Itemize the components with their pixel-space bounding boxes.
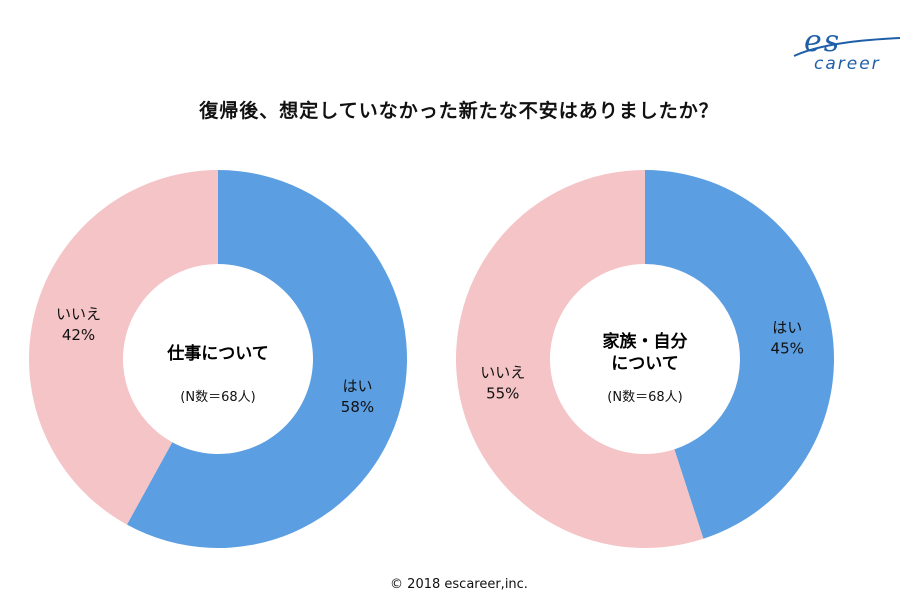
donut-slice-no bbox=[29, 170, 219, 525]
logo-word: career bbox=[814, 54, 881, 74]
donut-slice-yes bbox=[126, 170, 408, 548]
center-title: について bbox=[611, 354, 679, 374]
center-title: 仕事について bbox=[166, 343, 269, 364]
logo-swoosh-icon bbox=[793, 37, 901, 57]
center-sample-size: (N数＝68人) bbox=[180, 390, 255, 405]
copyright-footer: © 2018 escareer,inc. bbox=[390, 577, 528, 592]
donut-slice-yes bbox=[645, 170, 835, 539]
slice-label: いいえ bbox=[56, 305, 101, 323]
slice-label: はい bbox=[772, 318, 802, 336]
slice-label: はい bbox=[342, 377, 372, 395]
slice-percent: 55% bbox=[486, 385, 519, 403]
logo-es: es bbox=[804, 24, 842, 59]
slice-percent: 58% bbox=[341, 398, 374, 416]
center-sample-size: (N数＝68人) bbox=[607, 390, 682, 405]
slice-percent: 42% bbox=[62, 326, 95, 344]
slice-percent: 45% bbox=[771, 339, 804, 357]
donut-slice-no bbox=[455, 170, 704, 548]
center-title: 家族・自分 bbox=[603, 331, 688, 352]
page-title: 復帰後、想定していなかった新たな不安はありましたか？ bbox=[199, 100, 719, 122]
escareer-logo: es career bbox=[790, 24, 902, 78]
slice-label: いいえ bbox=[480, 364, 525, 382]
donut-chart-work: はい 58% いいえ 42% 仕事について (N数＝68人) bbox=[29, 170, 408, 548]
